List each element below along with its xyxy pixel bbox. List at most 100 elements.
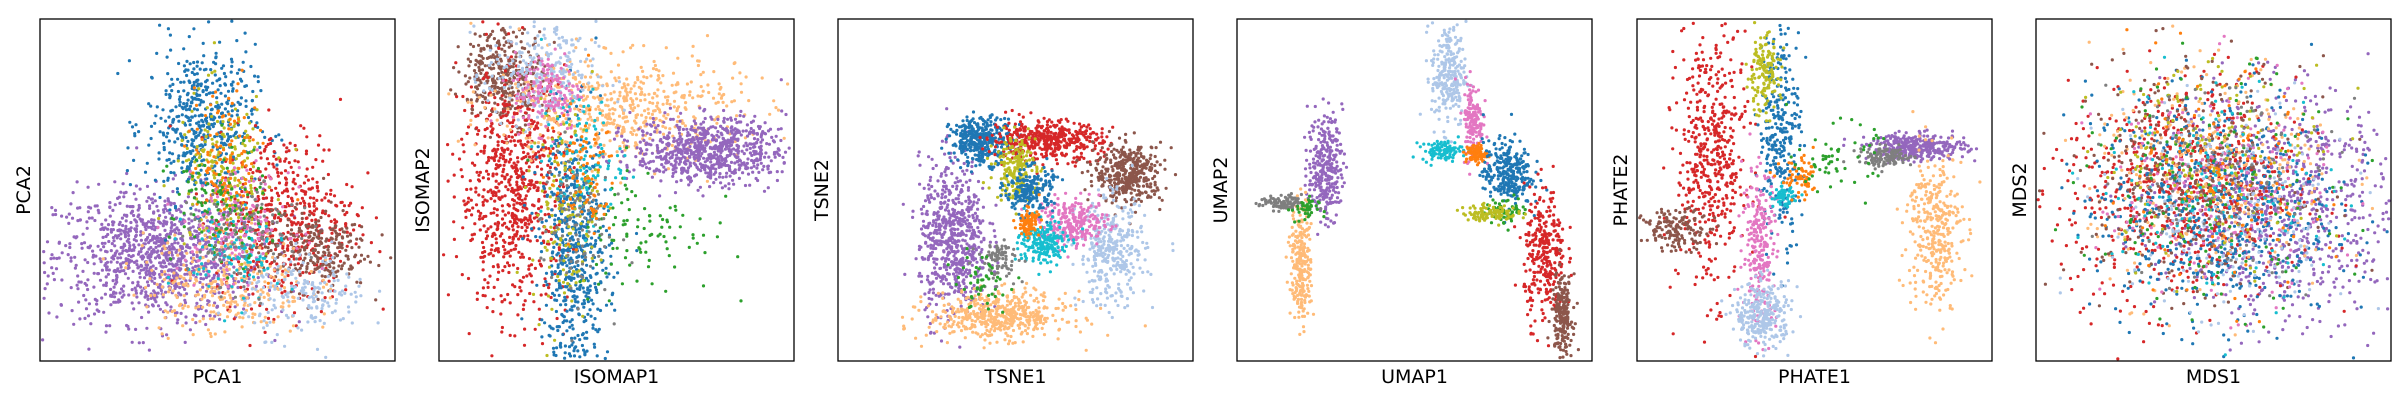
isomap-point-cluster-0	[490, 55, 494, 59]
pca-point-cluster-0	[141, 341, 145, 345]
isomap-point-cluster-1	[486, 285, 490, 289]
pca-point-cluster-4	[243, 261, 247, 265]
isomap-point-cluster-2	[613, 308, 617, 312]
pca-point-cluster-5	[357, 284, 361, 288]
pca-point-cluster-4	[222, 296, 226, 300]
pca-point-cluster-0	[147, 196, 151, 200]
pca-point-cluster-0	[176, 318, 180, 322]
pca-point-cluster-7	[166, 202, 170, 206]
pca-point-cluster-3	[320, 241, 324, 245]
pca-point-cluster-2	[312, 209, 316, 213]
isomap-point-cluster-1	[520, 209, 525, 213]
pca-point-cluster-4	[198, 288, 202, 292]
pca-point-cluster-4	[175, 295, 179, 300]
pca-point-cluster-0	[183, 272, 187, 276]
pca-point-cluster-5	[323, 281, 327, 285]
pca-point-cluster-6	[248, 121, 252, 125]
pca-point-cluster-0	[187, 217, 191, 221]
isomap-point-cluster-1	[463, 203, 467, 207]
pca-point-cluster-10	[207, 243, 212, 247]
pca-point-cluster-4	[279, 305, 283, 309]
pca-point-cluster-1	[200, 159, 204, 163]
isomap-point-cluster-1	[478, 170, 482, 174]
isomap-point-cluster-1	[497, 46, 501, 51]
pca-point-cluster-0	[130, 288, 134, 292]
pca-point-cluster-10	[169, 257, 173, 261]
isomap-point-cluster-1	[522, 156, 526, 160]
pca-point-cluster-11	[268, 231, 272, 235]
pca-point-cluster-4	[150, 268, 154, 272]
pca-point-cluster-0	[113, 244, 117, 248]
pca-point-cluster-0	[159, 240, 163, 244]
isomap-point-cluster-0	[457, 70, 461, 74]
pca-point-cluster-0	[137, 206, 141, 210]
pca-point-cluster-2	[295, 238, 299, 242]
pca-point-cluster-0	[156, 291, 160, 295]
isomap-point-cluster-2	[593, 345, 597, 349]
pca-point-cluster-4	[208, 331, 212, 336]
pca-point-cluster-1	[157, 157, 161, 161]
isomap-point-cluster-1	[476, 178, 481, 182]
pca-point-cluster-2	[290, 223, 294, 227]
pca-point-cluster-1	[233, 131, 237, 136]
pca-point-cluster-0	[49, 257, 53, 261]
pca-point-cluster-1	[256, 75, 260, 79]
pca-point-cluster-0	[50, 266, 54, 270]
isomap-point-cluster-2	[592, 342, 596, 346]
pca-point-cluster-0	[42, 261, 46, 265]
pca-point-cluster-0	[87, 302, 91, 306]
pca-point-cluster-4	[235, 303, 239, 307]
pca-point-cluster-0	[165, 232, 169, 236]
isomap-point-cluster-1	[526, 189, 530, 193]
pca-point-cluster-5	[297, 270, 301, 274]
pca-point-cluster-3	[316, 297, 320, 301]
pca-point-cluster-2	[291, 170, 295, 175]
isomap-point-cluster-0	[488, 135, 492, 139]
pca-point-cluster-0	[178, 257, 182, 261]
pca-point-cluster-0	[135, 146, 139, 150]
pca-point-cluster-1	[128, 120, 132, 124]
pca-point-cluster-6	[239, 229, 243, 233]
pca-point-cluster-3	[340, 246, 344, 250]
isomap-point-cluster-1	[482, 215, 486, 219]
pca-point-cluster-1	[237, 68, 241, 72]
pca-point-cluster-4	[322, 312, 326, 316]
pca-point-cluster-8	[244, 164, 248, 168]
pca-point-cluster-3	[320, 229, 324, 233]
pca-point-cluster-2	[315, 198, 319, 202]
pca-point-cluster-0	[104, 265, 109, 270]
pca-point-cluster-1	[200, 61, 204, 65]
pca-point-cluster-1	[143, 170, 148, 174]
pca-point-cluster-0	[91, 255, 95, 259]
isomap-point-cluster-1	[525, 274, 529, 278]
pca-point-cluster-3	[350, 246, 354, 250]
isomap-point-cluster-1	[478, 214, 482, 218]
pca-point-cluster-10	[245, 212, 249, 216]
pca-point-cluster-11	[236, 271, 241, 275]
pca-point-cluster-11	[223, 254, 227, 258]
pca-point-cluster-3	[324, 209, 328, 213]
pca-point-cluster-0	[134, 291, 138, 295]
pca-point-cluster-0	[194, 208, 198, 212]
pca-point-cluster-5	[298, 253, 302, 257]
pca-point-cluster-0	[154, 245, 158, 249]
pca-point-cluster-0	[181, 255, 185, 260]
pca-point-cluster-1	[224, 75, 228, 79]
pca-point-cluster-11	[197, 219, 202, 223]
pca-point-cluster-6	[276, 198, 280, 202]
pca-point-cluster-6	[251, 127, 255, 131]
pca-point-cluster-1	[208, 91, 212, 95]
pca-point-cluster-0	[142, 276, 147, 280]
pca-point-cluster-3	[332, 266, 336, 270]
isomap-point-cluster-0	[468, 60, 473, 64]
isomap-point-cluster-0	[473, 32, 477, 36]
pca-point-cluster-1	[192, 27, 196, 31]
pca-point-cluster-5	[324, 355, 328, 359]
pca-point-cluster-0	[88, 244, 92, 248]
isomap-point-cluster-1	[504, 114, 508, 118]
isomap-point-cluster-1	[519, 289, 523, 293]
pca-point-cluster-1	[168, 84, 172, 88]
isomap-point-cluster-2	[590, 298, 594, 302]
pca-point-cluster-0	[204, 289, 209, 293]
